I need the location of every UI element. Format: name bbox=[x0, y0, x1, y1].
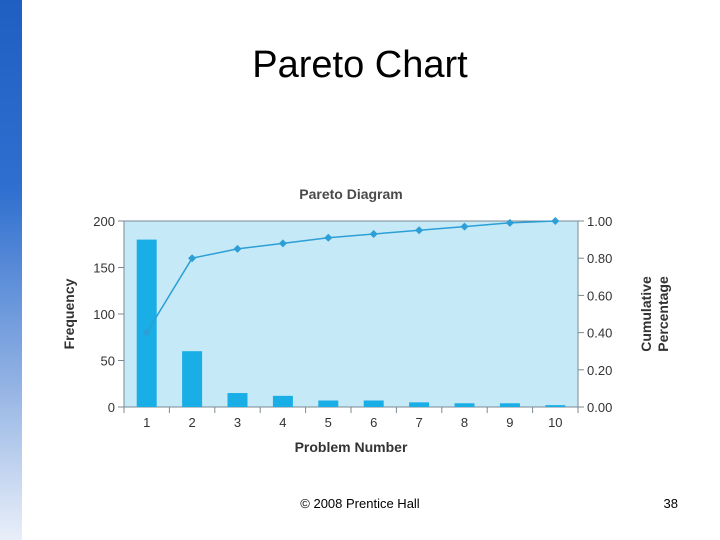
y2-axis-title-line2: Percentage bbox=[655, 276, 671, 352]
pareto-chart: Pareto Diagram 0 50 100 150 200 0.00 0.20 0.40 0.… bbox=[50, 175, 690, 465]
cumulative-point bbox=[278, 239, 287, 248]
bar bbox=[454, 403, 475, 407]
cumulative-point bbox=[142, 328, 151, 337]
cumulative-point bbox=[551, 217, 560, 225]
x-tick-label: 4 bbox=[279, 415, 286, 430]
x-tick-label: 10 bbox=[548, 415, 562, 430]
y2-tick-label: 0.00 bbox=[587, 400, 612, 415]
bar bbox=[227, 393, 248, 407]
x-tick-label: 3 bbox=[234, 415, 241, 430]
y2-tick-label: 0.40 bbox=[587, 326, 612, 341]
bar bbox=[545, 405, 566, 407]
bar bbox=[272, 395, 293, 407]
y2-tick-label: 0.20 bbox=[587, 363, 612, 378]
slide-title: Pareto Chart bbox=[252, 44, 468, 86]
cumulative-point bbox=[188, 254, 197, 263]
x-tick-label: 2 bbox=[188, 415, 195, 430]
footer-copyright: © 2008 Prentice Hall bbox=[300, 496, 420, 511]
cumulative-point bbox=[505, 218, 514, 227]
cumulative-point bbox=[415, 226, 424, 235]
x-axis-title: Problem Number bbox=[295, 439, 408, 455]
cumulative-point bbox=[369, 230, 378, 239]
bar bbox=[499, 403, 520, 407]
bar bbox=[136, 239, 157, 407]
y2-axis-title-line1: Cumulative bbox=[638, 276, 654, 352]
x-tick-label: 7 bbox=[415, 415, 422, 430]
x-tick-label: 9 bbox=[506, 415, 513, 430]
chart-svg: Pareto Diagram 0 50 100 150 200 0.00 0.20 0.40 0.… bbox=[61, 186, 671, 455]
chart-title: Pareto Diagram bbox=[299, 186, 402, 202]
y2-tick-label: 0.60 bbox=[587, 288, 612, 303]
bar bbox=[363, 400, 384, 407]
x-tick-label: 1 bbox=[143, 415, 150, 430]
y-tick-label: 50 bbox=[101, 354, 115, 369]
y-axis-title: Frequency bbox=[61, 278, 77, 349]
bar bbox=[318, 400, 339, 407]
y-tick-label: 100 bbox=[93, 307, 115, 322]
cumulative-line bbox=[146, 220, 556, 333]
y2-tick-label: 1.00 bbox=[587, 214, 612, 229]
cumulative-point bbox=[324, 233, 333, 242]
cumulative-point bbox=[233, 244, 242, 253]
bar bbox=[409, 402, 430, 407]
x-tick-label: 6 bbox=[370, 415, 377, 430]
y-tick-label: 200 bbox=[93, 214, 115, 229]
y2-tick-label: 0.80 bbox=[587, 251, 612, 266]
x-tick-label: 8 bbox=[461, 415, 468, 430]
slide-number: 38 bbox=[663, 496, 678, 511]
bar bbox=[182, 351, 203, 407]
cumulative-point bbox=[460, 222, 469, 231]
y-tick-label: 150 bbox=[93, 261, 115, 276]
x-tick-label: 5 bbox=[325, 415, 332, 430]
slide-side-bar bbox=[0, 0, 22, 540]
y-tick-label: 0 bbox=[108, 400, 115, 415]
